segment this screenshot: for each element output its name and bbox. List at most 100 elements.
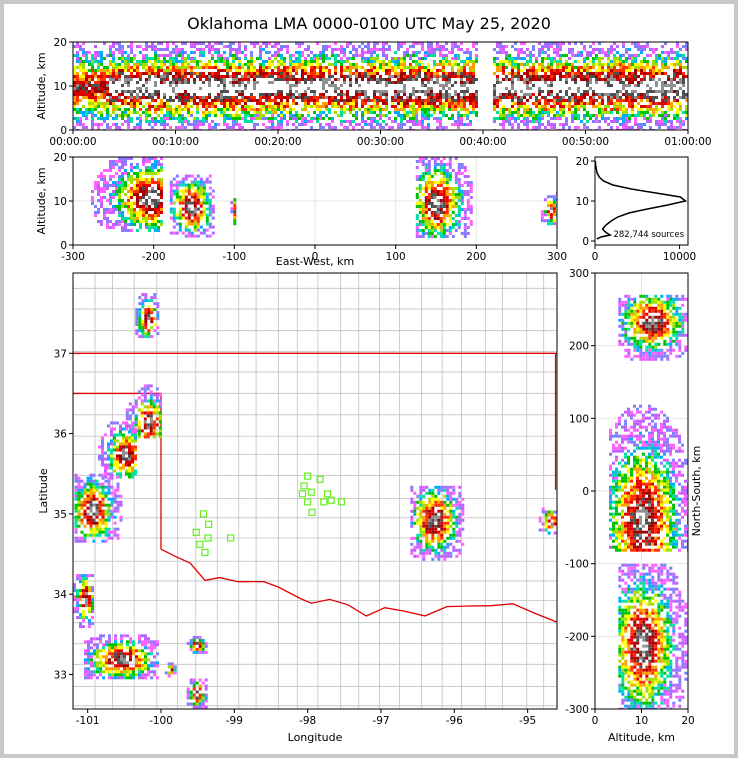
time-height-pixel [547, 99, 550, 102]
time-height-pixel [244, 102, 247, 105]
time-height-pixel [229, 90, 232, 93]
time-height-pixel [253, 84, 256, 87]
time-height-pixel [367, 78, 370, 81]
time-height-pixel [100, 78, 103, 81]
time-height-pixel [139, 96, 142, 99]
time-height-pixel [229, 81, 232, 84]
time-height-pixel [634, 96, 637, 99]
time-height-pixel [373, 69, 376, 72]
time-height-pixel [100, 114, 103, 117]
time-height-pixel [406, 99, 409, 102]
time-height-pixel [130, 117, 133, 120]
time-height-pixel [475, 42, 478, 45]
east-west-pixel [193, 183, 197, 187]
east-west-pixel [433, 172, 437, 175]
east-west-pixel [160, 205, 163, 208]
time-height-pixel [205, 105, 208, 108]
time-height-pixel [379, 111, 382, 114]
time-height-pixel [577, 60, 580, 63]
time-height-pixel [646, 108, 649, 111]
time-height-pixel [394, 66, 397, 69]
time-height-pixel [130, 93, 133, 96]
time-height-pixel [613, 105, 616, 108]
time-height-pixel [496, 57, 499, 60]
east-west-pixel [439, 217, 443, 220]
time-height-pixel [457, 66, 460, 69]
time-height-pixel [169, 63, 172, 66]
time-height-pixel [427, 51, 430, 54]
time-height-pixel [94, 87, 97, 90]
time-height-pixel [268, 99, 271, 102]
time-height-pixel [577, 96, 580, 99]
time-height-pixel [604, 81, 607, 84]
time-height-pixel [592, 75, 595, 78]
time-height-pixel [301, 78, 304, 81]
time-height-pixel [88, 105, 91, 108]
time-height-pixel [226, 66, 229, 69]
time-height-pixel [667, 66, 670, 69]
time-height-pixel [355, 84, 358, 87]
time-height-pixel [439, 45, 442, 48]
east-west-pixel [424, 169, 428, 172]
time-height-pixel [679, 126, 682, 129]
time-height-pixel [592, 60, 595, 63]
time-height-pixel [385, 84, 388, 87]
time-height-pixel [316, 54, 319, 57]
time-height-pixel [610, 126, 613, 129]
east-west-pixel [184, 228, 188, 232]
time-height-pixel [379, 66, 382, 69]
time-height-pixel [205, 99, 208, 102]
east-west-pixel [118, 175, 121, 178]
time-height-pixel [394, 111, 397, 114]
time-height-pixel [370, 105, 373, 108]
time-height-pixel [253, 114, 256, 117]
time-height-pixel [289, 87, 292, 90]
time-height-pixel [244, 87, 247, 90]
time-height-pixel [229, 99, 232, 102]
time-height-pixel [526, 69, 529, 72]
time-height-pixel [217, 48, 220, 51]
time-height-pixel [277, 84, 280, 87]
time-height-pixel [628, 120, 631, 123]
time-height-pixel [394, 51, 397, 54]
time-height-pixel [313, 96, 316, 99]
time-height-pixel [310, 96, 313, 99]
time-height-pixel [322, 78, 325, 81]
time-height-pixel [634, 57, 637, 60]
time-height-pixel [523, 123, 526, 126]
time-height-pixel [415, 75, 418, 78]
time-height-pixel [625, 84, 628, 87]
time-height-pixel [223, 117, 226, 120]
time-height-pixel [646, 54, 649, 57]
time-height-xtick-label: 00:30:00 [357, 136, 404, 148]
time-height-pixel [577, 81, 580, 84]
time-height-pixel [148, 87, 151, 90]
time-height-pixel [382, 114, 385, 117]
time-height-pixel [364, 93, 367, 96]
time-height-pixel [391, 69, 394, 72]
time-height-pixel [190, 57, 193, 60]
time-height-pixel [622, 105, 625, 108]
time-height-pixel [142, 48, 145, 51]
time-height-pixel [460, 117, 463, 120]
east-west-pixel [199, 186, 203, 190]
time-height-pixel [262, 84, 265, 87]
time-height-pixel [562, 84, 565, 87]
time-height-pixel [94, 60, 97, 63]
time-height-pixel [613, 66, 616, 69]
time-height-pixel [247, 96, 250, 99]
time-height-pixel [394, 75, 397, 78]
east-west-pixel [169, 195, 173, 199]
time-height-pixel [238, 102, 241, 105]
time-height-pixel [214, 42, 217, 45]
time-height-pixel [337, 105, 340, 108]
time-height-pixel [121, 114, 124, 117]
time-height-pixel [565, 120, 568, 123]
time-height-pixel [592, 105, 595, 108]
time-height-pixel [376, 78, 379, 81]
time-height-pixel [211, 99, 214, 102]
time-height-pixel [649, 117, 652, 120]
time-height-pixel [229, 45, 232, 48]
time-height-pixel [364, 72, 367, 75]
time-height-pixel [367, 42, 370, 45]
